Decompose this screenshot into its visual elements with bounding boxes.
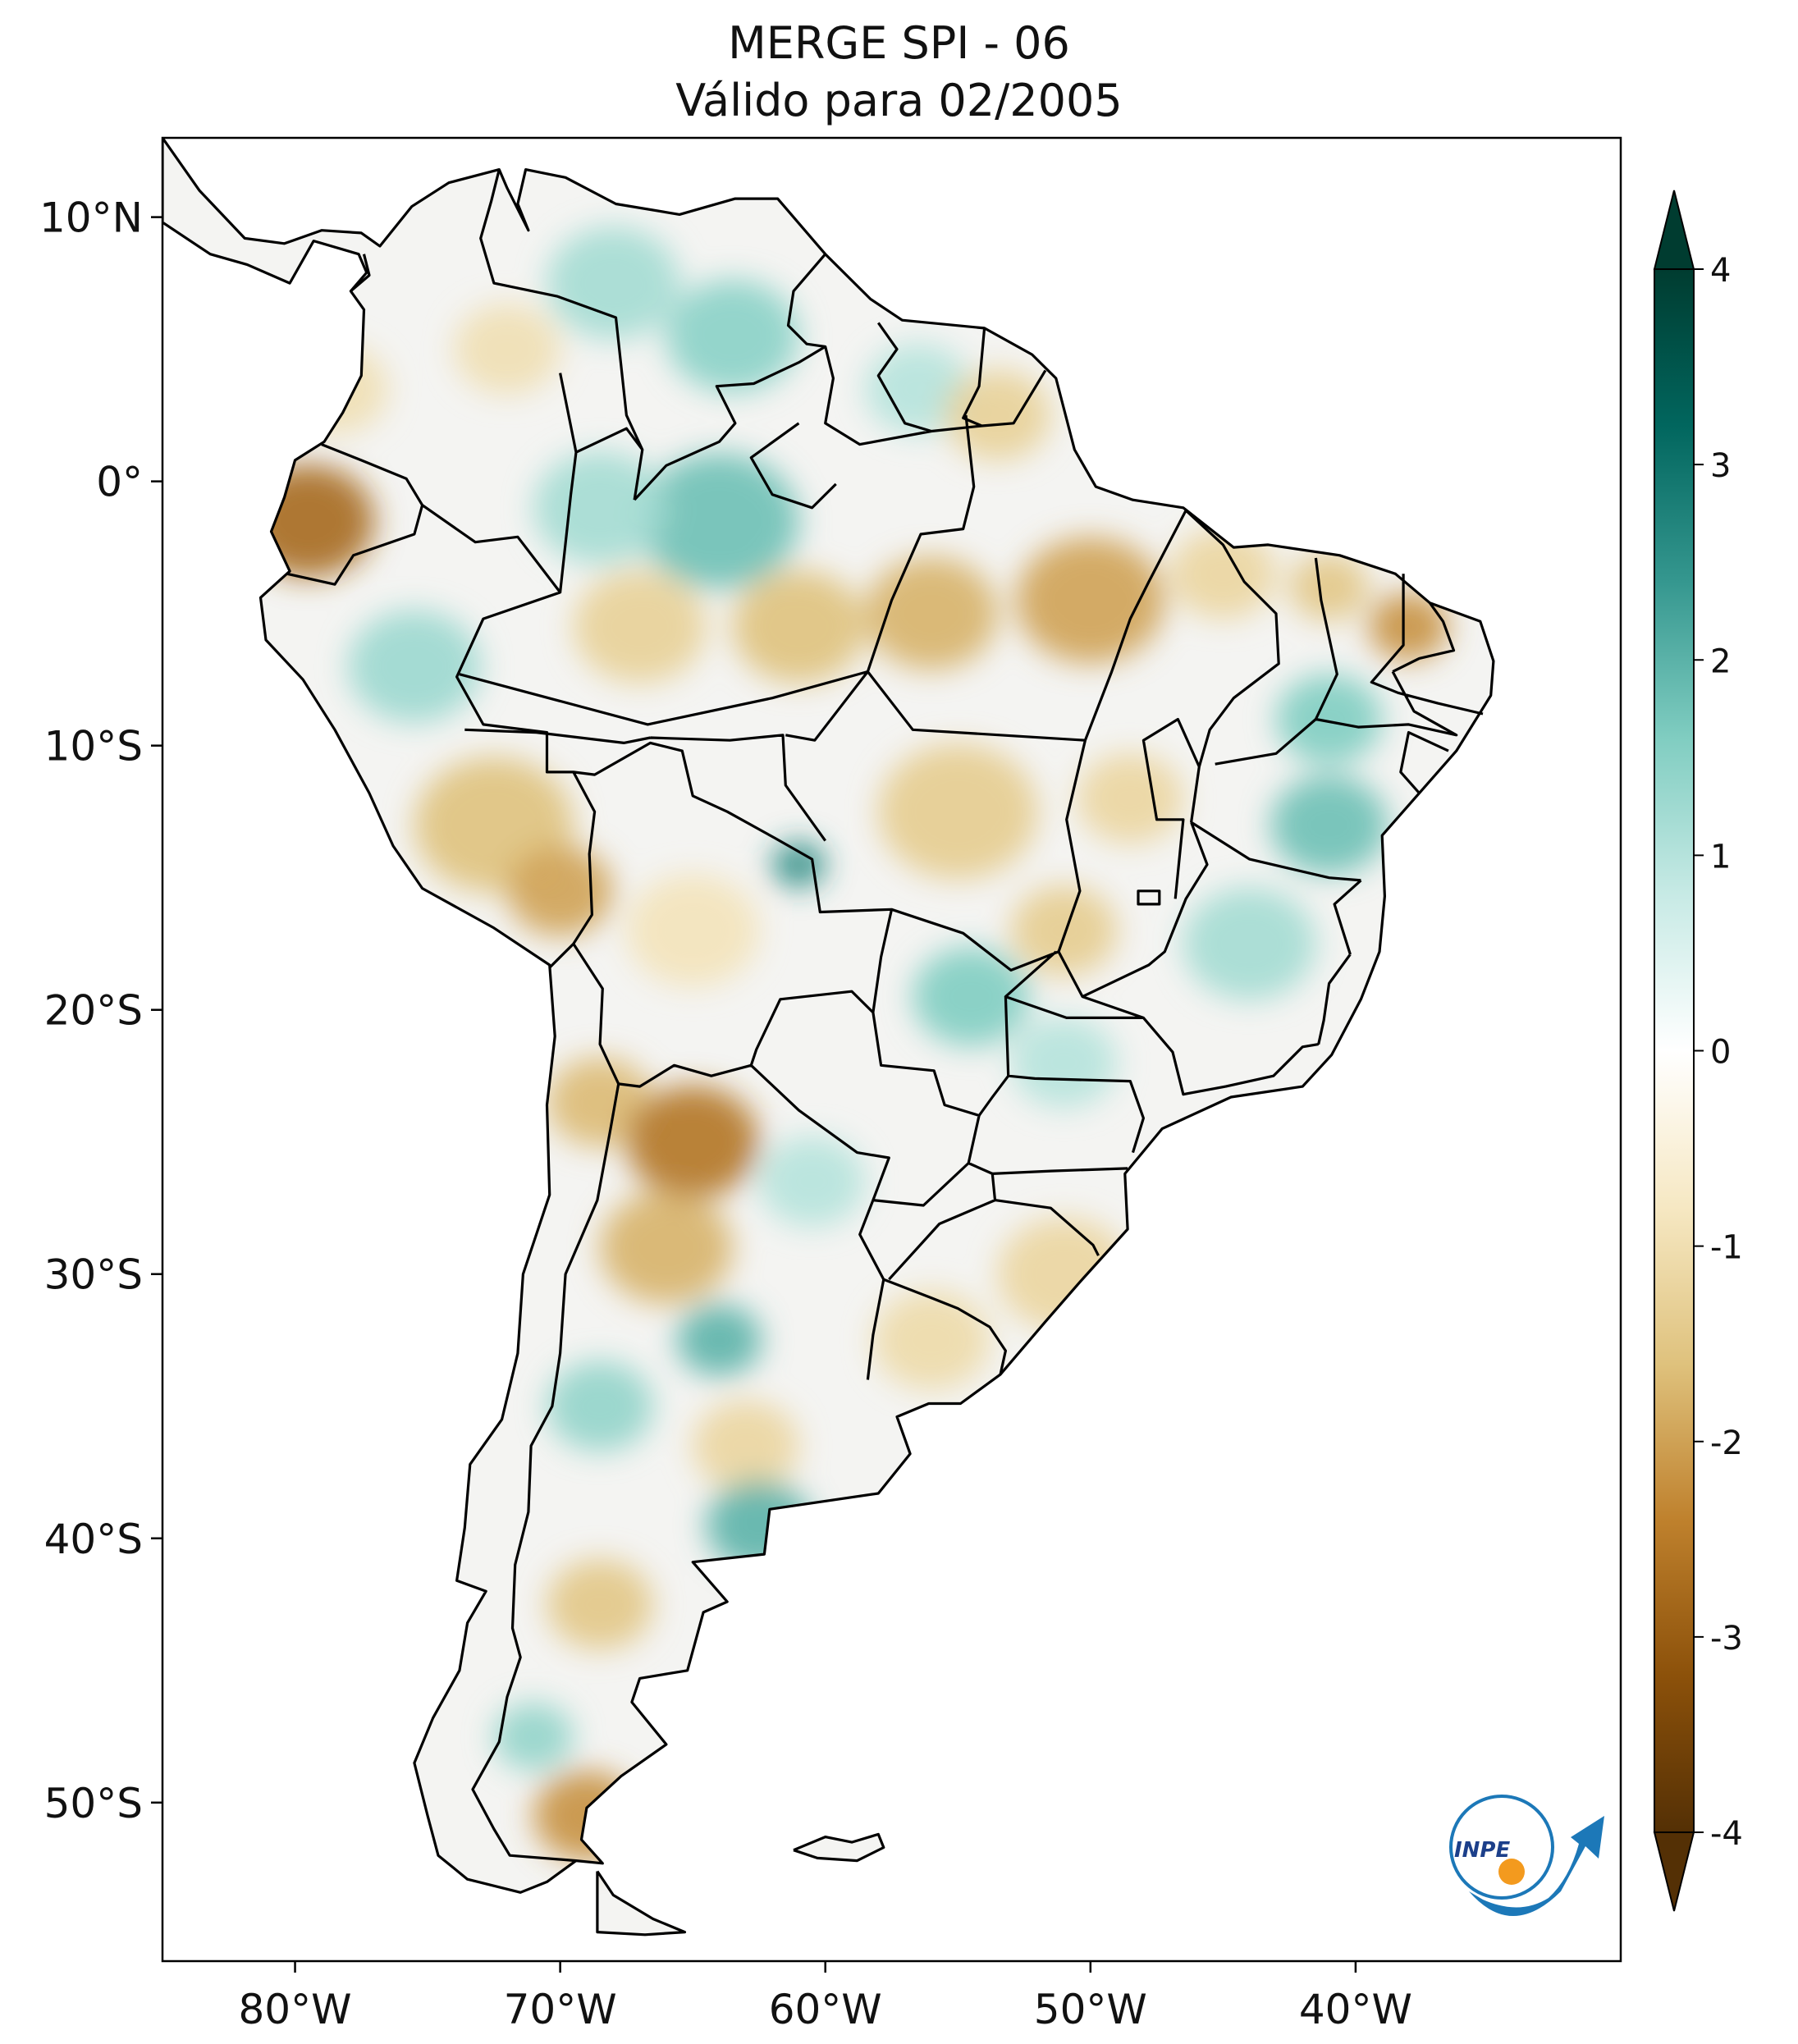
lon-tick-label: 60°W (769, 1986, 882, 2033)
coastline (162, 138, 1495, 1894)
spi-anomaly-patch (626, 874, 759, 987)
spi-anomaly-patch (759, 1136, 866, 1227)
spi-anomaly-patch (945, 370, 1051, 460)
lon-tick-label: 70°W (504, 1986, 617, 2033)
map-frame (161, 136, 1622, 1963)
spi-anomaly-patch (1369, 592, 1448, 661)
colorbar-tick-label: 1 (1710, 838, 1731, 876)
logo-orbit-icon (1449, 1795, 1554, 1900)
spi-anomaly-patch (573, 570, 707, 684)
spi-anomaly-patch (281, 344, 388, 434)
lon-tick-label: 50°W (1034, 1986, 1147, 2033)
colorbar-tick-label: 2 (1710, 642, 1731, 680)
lat-tick-label: 30°S (44, 1251, 143, 1299)
lat-tick-label: 10°N (39, 194, 143, 242)
spi-anomaly-patch (493, 1703, 574, 1771)
spi-anomaly-patch (547, 1057, 653, 1148)
spi-anomaly-patch (878, 743, 1038, 880)
colorbar-tick-label: -1 (1710, 1229, 1743, 1267)
lat-tick-label: 20°S (44, 987, 143, 1035)
spi-anomaly-patch (547, 1559, 653, 1650)
colorbar-tick-label: 0 (1710, 1034, 1731, 1072)
spi-anomaly-patch (997, 1218, 1131, 1331)
spi-anomaly-patch (348, 610, 481, 723)
spi-anomaly-patch (1010, 1017, 1118, 1108)
logo-text: INPE (1454, 1838, 1510, 1863)
spi-anomaly-patch (626, 1086, 759, 1199)
longitude-axis: 80°W 70°W 60°W 50°W 40°W (239, 1961, 1412, 2033)
lat-tick-label: 10°S (44, 723, 143, 771)
spi-anomaly-patch (507, 845, 614, 936)
latitude-axis: 10°N 0° 10°S 20°S 30°S 40°S 50°S (39, 194, 162, 1827)
spi-anomaly-patch (1016, 537, 1165, 664)
spi-anomaly-patch (547, 1360, 653, 1452)
lat-tick-label: 0° (96, 459, 143, 506)
land-layer (162, 138, 1494, 1935)
inpe-logo: INPE (1449, 1795, 1604, 1916)
colorbar-tick-label: 4 (1710, 252, 1731, 290)
spi-anomaly-patch (1010, 885, 1118, 976)
spi-anomaly-patch (1183, 887, 1316, 1000)
spi-anomaly-patch (241, 464, 375, 578)
colorbar-extend-min (1653, 1831, 1695, 1912)
colorbar: 4 3 2 1 0 -1 -2 -3 -4 (1653, 190, 1743, 1912)
spi-anomaly-patch (772, 842, 826, 888)
spi-anomaly-patch (600, 1191, 733, 1305)
map-title: MERGE SPI - 06 (728, 17, 1070, 69)
spi-anomaly-patch (1169, 528, 1276, 620)
spi-anomaly-patch (913, 947, 1030, 1046)
spi-anomaly-patch (1289, 553, 1370, 621)
spi-anomaly-patch (639, 453, 799, 589)
colorbar-ticks: 4 3 2 1 0 -1 -2 -3 -4 (1694, 252, 1743, 1853)
spi-anomaly-patch (1077, 753, 1183, 844)
lon-tick-label: 40°W (1299, 1986, 1412, 2033)
spi-anomaly-patch (693, 1401, 799, 1491)
map-subtitle: Válido para 02/2005 (675, 75, 1123, 126)
tierra-del-fuego-coast (596, 1870, 687, 1937)
spi-anomaly-patch (706, 1479, 812, 1571)
logo-sun-icon (1498, 1859, 1525, 1885)
spi-anomaly-patch (1276, 674, 1383, 765)
spi-anomaly-patch (676, 1304, 762, 1377)
colorbar-tick-label: -4 (1710, 1815, 1743, 1853)
colorbar-gradient (1654, 269, 1694, 1832)
colorbar-extend-max (1653, 190, 1695, 270)
spi-anomaly-patch (666, 279, 799, 393)
colorbar-tick-label: -3 (1710, 1620, 1743, 1658)
state-borders (459, 414, 1484, 1256)
spi-anomaly-patch (732, 570, 866, 684)
colorbar-tick-label: 3 (1710, 447, 1731, 485)
spi-anomaly-patch (872, 1290, 991, 1390)
lat-tick-label: 40°S (44, 1516, 143, 1563)
spi-anomaly-patch (454, 304, 560, 395)
lon-tick-label: 80°W (239, 1986, 352, 2033)
spi-anomaly-patch (1270, 775, 1388, 875)
lat-tick-label: 50°S (44, 1780, 143, 1827)
spi-anomaly-patch (865, 557, 998, 670)
spi-anomaly-patch (547, 226, 680, 340)
logo-arrow-icon (1469, 1816, 1604, 1916)
spi-anomaly-patch (865, 344, 972, 434)
falkland-islands-coast (793, 1832, 885, 1863)
spi-anomaly-patch (533, 451, 666, 565)
colorbar-tick-label: -2 (1710, 1424, 1743, 1462)
country-borders (286, 169, 1047, 1863)
